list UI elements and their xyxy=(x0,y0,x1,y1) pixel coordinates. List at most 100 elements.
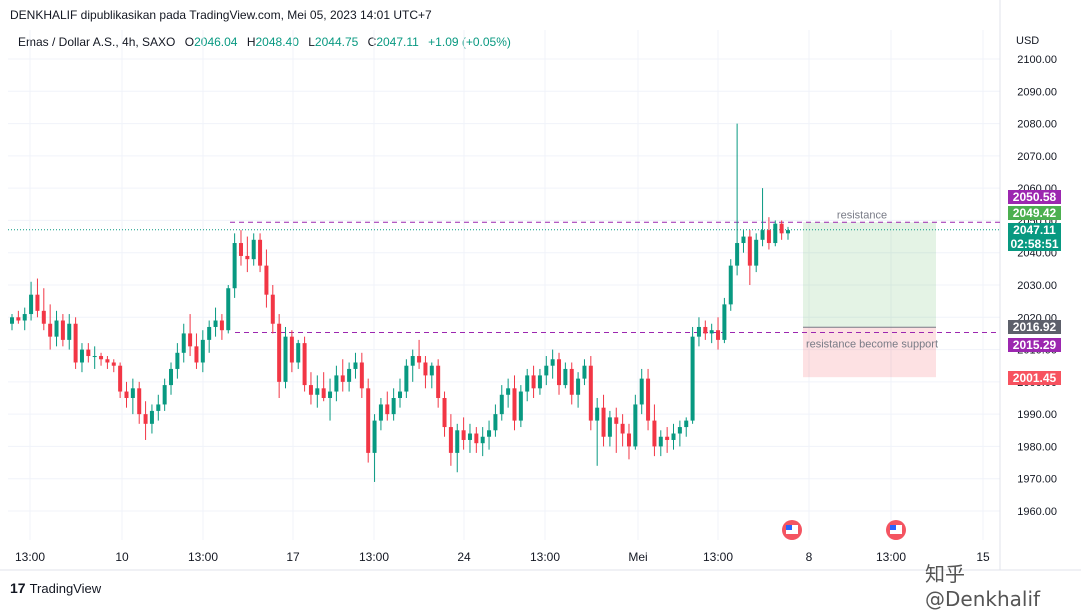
price-tag-value: 2001.45 xyxy=(1012,371,1057,385)
candle-body xyxy=(722,304,727,340)
candle-body xyxy=(289,336,294,363)
x-tick-label: 17 xyxy=(286,550,300,564)
candle-body xyxy=(169,368,174,386)
x-tick-label: 13:00 xyxy=(703,550,733,564)
candle-body xyxy=(340,375,345,382)
currency-label[interactable]: USD xyxy=(1016,35,1040,47)
candle-body xyxy=(188,333,193,347)
candle-body xyxy=(143,414,148,424)
candle-body xyxy=(601,407,606,437)
candle-body xyxy=(296,343,301,363)
candle-body xyxy=(474,433,479,444)
candle-body xyxy=(728,265,733,305)
price-tag-value: 2047.11 xyxy=(1013,223,1056,237)
candle-body xyxy=(499,394,504,415)
candle-body xyxy=(480,436,485,444)
candle-body xyxy=(569,368,574,395)
candle-body xyxy=(54,320,59,337)
candle-body xyxy=(658,436,663,447)
candle-body xyxy=(391,398,396,415)
candle-body xyxy=(626,433,631,447)
candle-body xyxy=(156,404,161,411)
price-tag: 2015.29 xyxy=(1008,338,1061,352)
resistance-label: resistance xyxy=(837,209,887,221)
candle-body xyxy=(467,433,472,440)
candle-body xyxy=(251,239,256,260)
low-value: 2044.75 xyxy=(314,35,359,49)
price-tag: 2001.45 xyxy=(1008,371,1061,385)
candle-body xyxy=(73,323,78,363)
candle-body xyxy=(448,427,453,453)
candle-body xyxy=(576,378,581,395)
y-tick-label: 2070.00 xyxy=(1017,151,1057,163)
candle-body xyxy=(588,365,593,421)
candle-body xyxy=(181,333,186,353)
price-tag: 2047.11 02:58:51 xyxy=(1008,223,1061,251)
price-tag: 2049.42 xyxy=(1008,206,1061,220)
y-tick-label: 1980.00 xyxy=(1017,441,1057,453)
candle-body xyxy=(194,346,199,363)
x-tick-label: 13:00 xyxy=(188,550,218,564)
us-flag-event-icon xyxy=(786,525,792,530)
price-tag: 2050.58 xyxy=(1008,190,1061,204)
candle-body xyxy=(404,365,409,392)
candle-body xyxy=(417,356,422,363)
y-tick-label: 2080.00 xyxy=(1017,119,1057,131)
candle-body xyxy=(429,365,434,376)
change-value: +1.09 (+0.05%) xyxy=(428,35,511,49)
candle-body xyxy=(487,430,492,437)
price-tag-value: 2050.58 xyxy=(1012,190,1057,204)
candle-body xyxy=(518,391,523,421)
symbol-name[interactable]: Emas / Dollar A.S., 4h, SAXO xyxy=(18,35,176,49)
candle-body xyxy=(232,243,237,289)
open-label: O xyxy=(184,35,195,49)
candle-body xyxy=(557,359,562,386)
author-watermark: 知乎 @Denkhalif xyxy=(925,562,1041,611)
candle-body xyxy=(563,368,568,386)
candle-body xyxy=(493,414,498,431)
candle-body xyxy=(67,323,72,340)
candle-body xyxy=(620,423,625,434)
candle-body xyxy=(455,430,460,453)
candle-body xyxy=(92,356,97,358)
tradingview-logo[interactable]: 17 TradingView xyxy=(10,580,101,596)
candle-body xyxy=(162,385,167,405)
candle-body xyxy=(512,388,517,421)
bar-countdown: 02:58:51 xyxy=(1010,237,1059,251)
candle-body xyxy=(741,236,746,244)
candle-body xyxy=(41,310,46,324)
candle-body xyxy=(652,420,657,447)
candle-body xyxy=(786,230,790,234)
candle-body xyxy=(22,314,27,321)
candle-body xyxy=(60,320,65,340)
tradingview-brand: TradingView xyxy=(29,581,102,596)
price-tag-value: 2015.29 xyxy=(1012,338,1057,352)
candle-body xyxy=(315,388,320,395)
candle-body xyxy=(684,420,689,428)
symbol-legend: Emas / Dollar A.S., 4h, SAXO O2046.04 H 2… xyxy=(18,35,511,49)
publisher-line: DENKHALIF dipublikasikan pada TradingVie… xyxy=(10,8,432,22)
candle-body xyxy=(442,398,447,428)
candle-body xyxy=(16,317,21,321)
candle-body xyxy=(347,368,352,382)
candle-body xyxy=(283,336,288,382)
y-tick-label: 1990.00 xyxy=(1017,409,1057,421)
candle-body xyxy=(773,223,778,244)
candle-body xyxy=(130,388,135,398)
candle-body xyxy=(385,404,390,415)
y-tick-label: 2090.00 xyxy=(1017,86,1057,98)
high-label: H xyxy=(246,35,256,49)
open-value: 2046.04 xyxy=(194,35,238,49)
candle-body xyxy=(372,420,377,453)
candle-body xyxy=(353,362,358,369)
candle-body xyxy=(550,359,555,366)
x-tick-label: 13:00 xyxy=(15,550,45,564)
candle-body xyxy=(35,294,40,311)
candle-body xyxy=(118,365,123,392)
candle-body xyxy=(410,356,415,366)
candle-body xyxy=(544,365,549,376)
candle-body xyxy=(766,230,771,244)
candle-body xyxy=(703,326,708,334)
close-label: C xyxy=(367,35,377,49)
